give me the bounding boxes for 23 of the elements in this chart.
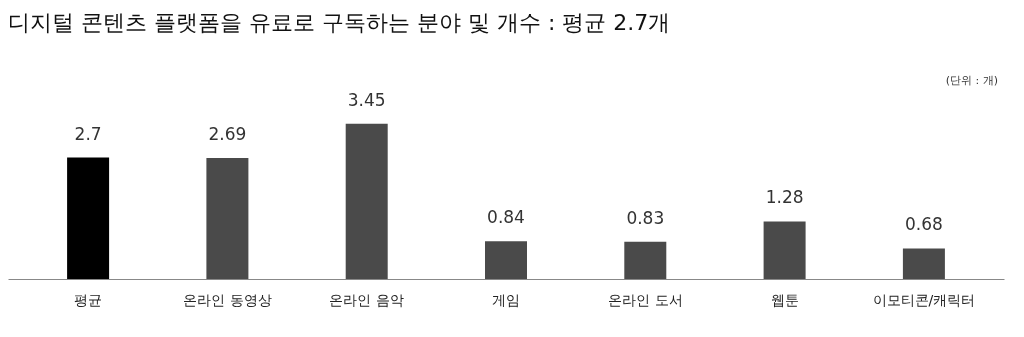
text: (단위 : 개) — [945, 74, 998, 87]
x-tick-label: 웹툰 — [770, 291, 799, 308]
data-label: 3.45 — [347, 89, 386, 110]
x-tick-label: 온라인 도서 — [608, 291, 683, 308]
data-label: 0.84 — [487, 207, 525, 228]
data-label: 2.69 — [208, 123, 247, 144]
bar — [624, 241, 667, 279]
x-tick-label: 평균 — [74, 291, 103, 308]
chart-title: 디지털 콘텐츠 플랫폼을 유료로 구독하는 분야 및 개수 : 평균 2.7개 — [8, 10, 671, 35]
data-label: 0.83 — [626, 207, 665, 228]
bar — [763, 221, 806, 279]
bar — [345, 123, 388, 279]
x-tick-label: 온라인 음악 — [329, 291, 404, 308]
data-label: 0.68 — [904, 214, 943, 235]
data-label: 1.28 — [765, 187, 804, 208]
x-tick-label: 게임 — [492, 291, 520, 308]
bar — [485, 241, 527, 279]
x-tick-label: 이모티콘/캐릭터 — [872, 291, 976, 308]
bar — [67, 157, 110, 279]
data-label: 2.7 — [74, 123, 102, 144]
bar — [206, 157, 249, 279]
bar — [902, 248, 945, 279]
x-tick-label: 온라인 동영상 — [183, 291, 272, 308]
